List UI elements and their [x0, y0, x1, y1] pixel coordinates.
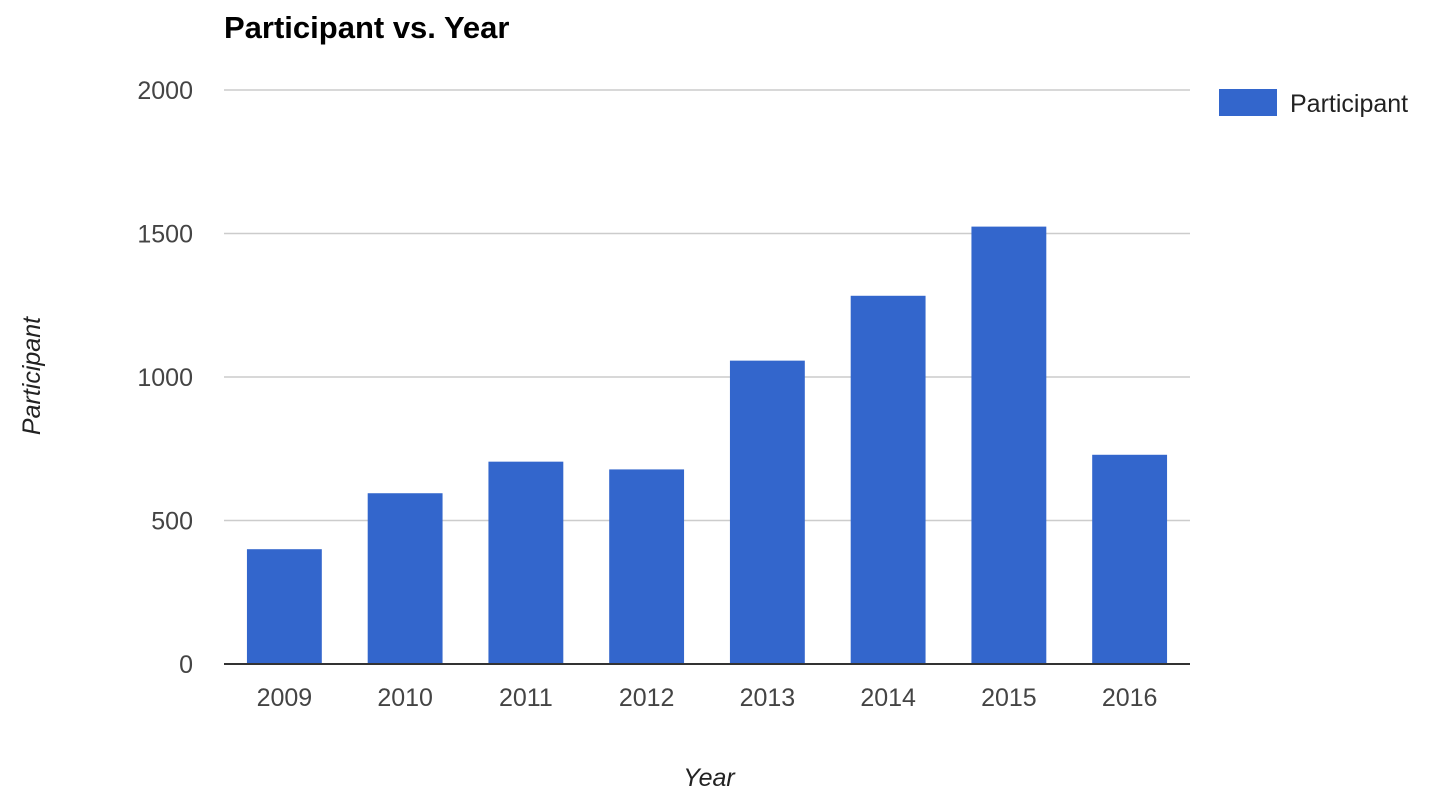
y-tick-label: 1000 [137, 364, 193, 392]
legend[interactable]: Participant [1219, 89, 1408, 118]
x-tick-label: 2014 [860, 684, 916, 712]
y-tick-label: 0 [179, 651, 193, 679]
bar-2013[interactable] [729, 360, 805, 664]
bar-2012[interactable] [609, 469, 685, 664]
chart-title: Participant vs. Year [224, 10, 509, 45]
bar-2016[interactable] [1092, 454, 1168, 664]
x-tick-label: 2011 [499, 684, 553, 712]
x-tick-label: 2010 [377, 684, 433, 712]
bars [246, 226, 1168, 664]
x-tick-label: 2013 [740, 684, 796, 712]
bar-2014[interactable] [850, 295, 926, 664]
bar-2009[interactable] [246, 549, 322, 664]
x-axis-title: Year [683, 764, 736, 792]
bar-2011[interactable] [488, 461, 564, 664]
x-tick-label: 2009 [257, 684, 313, 712]
x-tick-label: 2015 [981, 684, 1037, 712]
y-axis-ticks: 0 500 1000 1500 2000 [137, 77, 193, 679]
bar-2010[interactable] [367, 493, 443, 664]
y-tick-label: 1500 [137, 221, 193, 249]
y-tick-label: 500 [151, 508, 193, 536]
bar-2015[interactable] [971, 226, 1047, 664]
y-tick-label: 2000 [137, 77, 193, 105]
x-tick-label: 2012 [619, 684, 675, 712]
y-axis-title: Participant [18, 316, 46, 435]
legend-label: Participant [1290, 90, 1408, 118]
legend-swatch [1219, 89, 1277, 116]
x-tick-label: 2016 [1102, 684, 1158, 712]
x-axis-ticks: 2009 2010 2011 2012 2013 2014 2015 2016 [257, 684, 1158, 712]
